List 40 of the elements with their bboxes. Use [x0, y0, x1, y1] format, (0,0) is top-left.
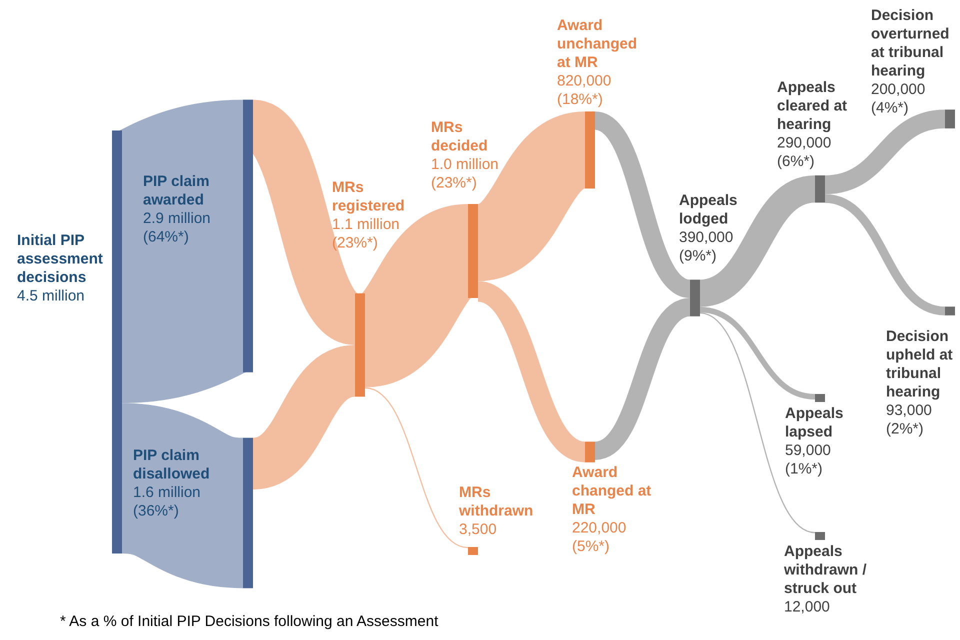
data-label: 290,000: [777, 134, 832, 152]
data-label: 1.0 million: [431, 156, 499, 173]
category-label: Award unchanged at MR: [557, 17, 638, 71]
data-label: 1.6 million: [133, 484, 201, 501]
category-label: MRs withdrawn: [458, 484, 534, 520]
data-label: 1.1 million: [332, 216, 400, 233]
category-label: Decision overturned at tribunal hearing: [871, 7, 950, 80]
text: (18%*): [557, 91, 603, 108]
category-label: Appeals withdrawn / struck out: [783, 543, 868, 597]
data-label: 12,000: [784, 598, 830, 616]
category-label: Award changed at MR: [572, 464, 652, 518]
category-label: Initial PIP assessment decisions: [17, 232, 103, 286]
data-label: 3,500: [459, 521, 497, 538]
text: (5%*): [572, 538, 610, 555]
category-label: MRs registered: [332, 179, 405, 214]
data-label: 4.5 million: [17, 288, 85, 304]
text: (64%*): [143, 228, 189, 246]
text: (9%*): [679, 248, 717, 264]
text: (23%*): [332, 234, 378, 252]
text: * As a % of Initial PIP Decisions following an Assessment: [60, 613, 440, 630]
data-label: 200,000: [871, 81, 926, 98]
text: (1%*): [785, 460, 823, 478]
data-label: 59,000: [785, 442, 831, 459]
category-label: Appeals lodged: [679, 192, 738, 228]
text: (6%*): [777, 153, 815, 170]
text: (4%*): [871, 100, 909, 116]
data-label: 820,000: [557, 72, 612, 90]
category-label: Decision upheld at tribunal hearing: [886, 328, 953, 400]
category-label: PIP claim awarded: [143, 173, 210, 208]
category-label: Appeals lapsed: [785, 405, 844, 440]
data-label: 220,000: [572, 520, 626, 536]
category-label: PIP claim disallowed: [133, 447, 210, 482]
text: (36%*): [133, 502, 179, 520]
category-label: MRs decided: [431, 119, 488, 154]
data-label: 2.9 million: [143, 210, 211, 227]
text: (23%*): [431, 174, 477, 192]
category-label: Appeals cleared at hearing: [777, 79, 848, 133]
data-label: 390,000: [679, 229, 734, 246]
data-label: 93,000: [886, 402, 932, 419]
text: (2%*): [886, 420, 924, 438]
